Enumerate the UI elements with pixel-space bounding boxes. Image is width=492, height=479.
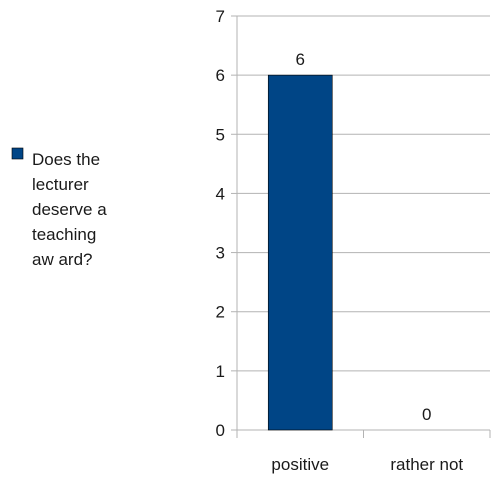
bars — [267, 74, 333, 431]
legend-label-line: aw ard? — [32, 250, 92, 269]
legend-swatch — [11, 147, 24, 160]
data-labels: 60 — [296, 50, 432, 424]
bar-positive — [267, 74, 333, 431]
y-tick-label: 1 — [216, 362, 225, 381]
y-tick-label: 5 — [216, 125, 225, 144]
y-axis-ticks: 0 1 2 3 4 5 6 7 — [216, 7, 225, 440]
axes — [231, 15, 491, 438]
legend-label-line: Does the — [32, 150, 100, 169]
data-label: 6 — [296, 50, 305, 69]
x-tick-label: positive — [271, 455, 329, 474]
legend-label-line: teaching — [32, 225, 96, 244]
legend-label-line: lecturer — [32, 175, 89, 194]
y-tick-label: 0 — [216, 421, 225, 440]
legend: Does the lecturer deserve a teaching aw ard? — [11, 147, 107, 269]
legend-label-line: deserve a — [32, 200, 107, 219]
data-label: 0 — [422, 405, 431, 424]
x-tick-label: rather not — [390, 455, 463, 474]
y-tick-label: 7 — [216, 7, 225, 26]
y-tick-label: 4 — [216, 184, 225, 203]
y-tick-label: 6 — [216, 66, 225, 85]
y-tick-label: 2 — [216, 303, 225, 322]
y-tick-label: 3 — [216, 244, 225, 263]
x-axis-ticks: positive rather not — [271, 455, 463, 474]
